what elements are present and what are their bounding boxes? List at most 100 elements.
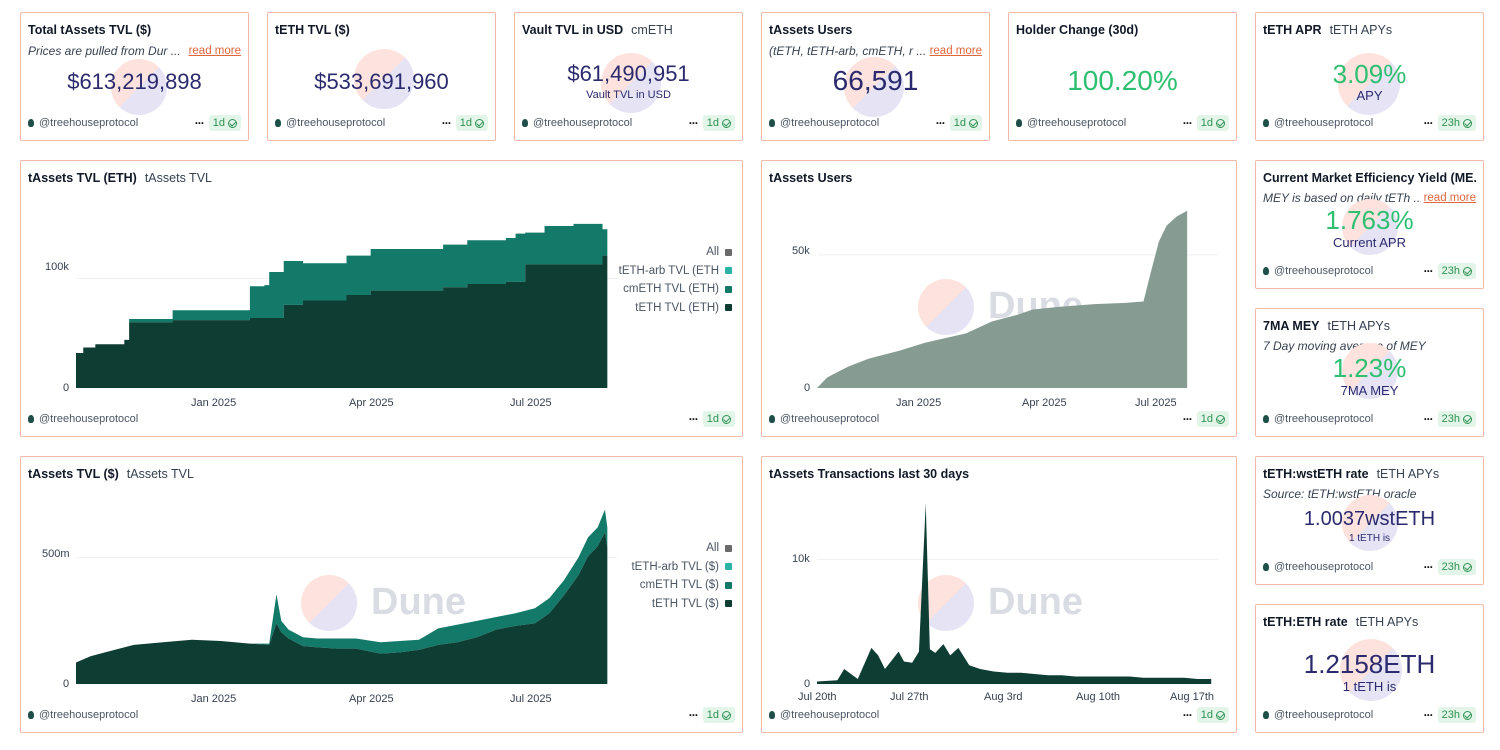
x-tick-jul: Jul 2025 [510, 397, 552, 409]
freshness-badge: 1d [208, 115, 241, 131]
series-area-teth-tvl-eth[interactable] [76, 255, 608, 388]
kpi-card-teth-apr[interactable]: tETH APR tETH APYs 3.09% APY @treehousepr… [1255, 12, 1484, 141]
freshness-badge: 23h [1437, 411, 1476, 427]
author-link[interactable]: @treehouseprotocol [1263, 265, 1373, 277]
freshness-badge: 1d [455, 115, 488, 131]
tvl-eth-area-chart[interactable] [76, 191, 617, 388]
author-link[interactable]: @treehouseprotocol [1016, 117, 1126, 129]
legend-item[interactable]: All [607, 539, 732, 558]
check-circle-icon [1216, 414, 1225, 424]
series-area-users[interactable] [817, 210, 1188, 388]
more-options-icon[interactable]: ··· [1423, 116, 1434, 130]
x-tick-jul: Jul 2025 [1135, 397, 1177, 409]
series-area-cmeth-tvl[interactable] [76, 509, 608, 663]
more-options-icon[interactable]: ··· [688, 412, 699, 426]
legend-item[interactable]: cmETH TVL ($) [607, 576, 732, 595]
kpi-card-7ma-mey[interactable]: 7MA MEY tETH APYs 7 Day moving average of… [1255, 308, 1484, 437]
tab-teth-apys[interactable]: tETH APYs [1327, 319, 1391, 333]
tab-tassets-tvl[interactable]: tAssets TVL [126, 467, 194, 481]
author-link[interactable]: @treehouseprotocol [28, 413, 138, 425]
tvl-usd-area-chart[interactable] [76, 497, 617, 684]
card-footer: @treehouseprotocol ··· 1d [275, 115, 488, 131]
kpi-card-holder-change[interactable]: Holder Change (30d) 100.20% @treehousepr… [1008, 12, 1237, 141]
author-link[interactable]: @treehouseprotocol [769, 117, 879, 129]
legend-item[interactable]: tETH-arb TVL (ETH [607, 262, 732, 281]
transactions-area-chart[interactable] [817, 497, 1218, 684]
users-area-chart[interactable] [817, 207, 1218, 388]
read-more-link[interactable]: read more [1420, 192, 1476, 204]
author-link[interactable]: @treehouseprotocol [28, 709, 138, 721]
check-circle-icon [722, 118, 731, 128]
kpi-card-eth-rate[interactable]: tETH:ETH rate tETH APYs 1.2158ETH 1 tETH … [1255, 604, 1484, 733]
card-footer: @treehouseprotocol ··· 23h [1263, 707, 1476, 723]
check-circle-icon [1463, 414, 1472, 424]
legend-item[interactable]: All [607, 243, 732, 262]
legend-item[interactable]: tETH-arb TVL ($) [607, 558, 732, 577]
more-options-icon[interactable]: ··· [1423, 264, 1434, 278]
author-link[interactable]: @treehouseprotocol [1263, 117, 1373, 129]
more-options-icon[interactable]: ··· [1423, 412, 1434, 426]
more-options-icon[interactable]: ··· [1182, 116, 1193, 130]
legend-item[interactable]: tETH TVL (ETH) [607, 299, 732, 318]
author-link[interactable]: @treehouseprotocol [1263, 709, 1373, 721]
author-link[interactable]: @treehouseprotocol [275, 117, 385, 129]
dune-watermark-logo [1342, 199, 1398, 255]
tab-teth-apys[interactable]: tETH APYs [1355, 615, 1419, 629]
more-options-icon[interactable]: ··· [688, 116, 699, 130]
author-link[interactable]: @treehouseprotocol [1263, 561, 1373, 573]
freshness-badge: 1d [1196, 707, 1229, 723]
series-area-teth-tvl[interactable] [76, 532, 608, 684]
more-options-icon[interactable]: ··· [1423, 708, 1434, 722]
author-link[interactable]: @treehouseprotocol [769, 709, 879, 721]
tab-tassets-tvl[interactable]: tAssets TVL [144, 171, 212, 185]
tab-teth-apys[interactable]: tETH APYs [1329, 23, 1393, 37]
kpi-value: 3.09% [1332, 59, 1407, 89]
kpi-card-total-tvl[interactable]: Total tAssets TVL ($) Prices are pulled … [20, 12, 249, 141]
card-title: Vault TVL in USD cmETH [522, 23, 673, 37]
check-circle-icon [1216, 710, 1225, 720]
more-options-icon[interactable]: ··· [1423, 560, 1434, 574]
y-tick-0: 0 [63, 382, 70, 394]
legend-item[interactable]: cmETH TVL (ETH) [607, 280, 732, 299]
chart-card-tvl-eth[interactable]: tAssets TVL (ETH)tAssets TVL Dune 100k 0… [20, 160, 743, 437]
chart-card-tvl-usd[interactable]: tAssets TVL ($) tAssets TVL Dune 500m 0 J… [20, 456, 743, 733]
freshness-badge: 23h [1437, 559, 1476, 575]
treehouse-logo-icon [1263, 563, 1269, 571]
tab-teth-apys[interactable]: tETH APYs [1376, 467, 1440, 481]
treehouse-logo-icon [28, 415, 34, 423]
dune-watermark-logo [301, 575, 357, 631]
freshness-badge: 23h [1437, 263, 1476, 279]
card-footer: @treehouseprotocol ··· 1d [769, 411, 1229, 427]
x-tick-apr: Apr 2025 [1022, 397, 1067, 409]
x-tick-jan: Jan 2025 [896, 397, 942, 409]
kpi-card-mey[interactable]: Current Market Efficiency Yield (ME... M… [1255, 160, 1484, 289]
x-tick-jan: Jan 2025 [191, 397, 237, 409]
more-options-icon[interactable]: ··· [935, 116, 946, 130]
freshness-badge: 23h [1437, 115, 1476, 131]
chart-card-users[interactable]: tAssets Users Dune 50k 0 Jan 2025 Apr 20… [761, 160, 1237, 437]
legend-item[interactable]: tETH TVL ($) [607, 595, 732, 614]
more-options-icon[interactable]: ··· [194, 116, 205, 130]
kpi-card-wsteth-rate[interactable]: tETH:wstETH rate tETH APYs Source: tETH:w… [1255, 456, 1484, 585]
dune-watermark-logo [601, 53, 661, 113]
more-options-icon[interactable]: ··· [688, 708, 699, 722]
tab-cmeth[interactable]: cmETH [631, 23, 673, 37]
card-title: tAssets Transactions last 30 days [769, 467, 970, 481]
kpi-card-vault-tvl[interactable]: Vault TVL in USD cmETH $61,490,951 Vault … [514, 12, 743, 141]
more-options-icon[interactable]: ··· [1182, 708, 1193, 722]
kpi-card-users[interactable]: tAssets Users (tETH, tETH-arb, cmETH, r … [761, 12, 990, 141]
series-area-transactions[interactable] [817, 503, 1212, 684]
author-link[interactable]: @treehouseprotocol [1263, 413, 1373, 425]
kpi-label: APY [1356, 88, 1383, 103]
series-area-cmeth-tvl-eth[interactable] [76, 223, 608, 353]
read-more-link[interactable]: read more [185, 45, 241, 57]
read-more-link[interactable]: read more [926, 45, 982, 57]
author-link[interactable]: @treehouseprotocol [28, 117, 138, 129]
chart-card-transactions[interactable]: tAssets Transactions last 30 days Dune 1… [761, 456, 1237, 733]
y-tick-100k: 100k [45, 261, 69, 273]
more-options-icon[interactable]: ··· [1182, 412, 1193, 426]
author-link[interactable]: @treehouseprotocol [522, 117, 632, 129]
more-options-icon[interactable]: ··· [441, 116, 452, 130]
kpi-card-teth-tvl[interactable]: tETH TVL ($) $533,691,960 @treehouseprot… [267, 12, 496, 141]
author-link[interactable]: @treehouseprotocol [769, 413, 879, 425]
